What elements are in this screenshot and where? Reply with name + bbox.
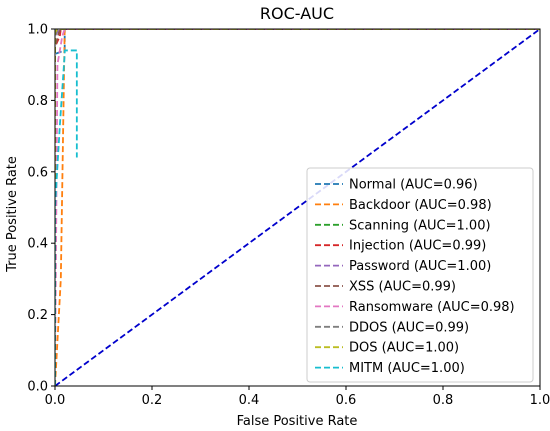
plot-frame — [54, 28, 541, 387]
y-tick-label: 1.0 — [27, 23, 48, 38]
legend-label-7: DDOS (AUC=0.99) — [349, 320, 469, 335]
y-tick-label: 0.8 — [27, 94, 48, 109]
x-tick-label: 1.0 — [530, 393, 550, 408]
legend-label-1: Backdoor (AUC=0.98) — [349, 198, 492, 213]
legend-label-8: DOS (AUC=1.00) — [349, 341, 459, 356]
legend-label-6: Ransomware (AUC=0.98) — [349, 300, 515, 315]
x-tick-label: 0.0 — [45, 393, 66, 408]
legend-label-9: MITM (AUC=1.00) — [349, 361, 465, 376]
y-tick-label: 0.2 — [27, 308, 48, 323]
legend-label-5: XSS (AUC=0.99) — [349, 280, 456, 295]
legend-box — [306, 167, 534, 383]
legend-label-3: Injection (AUC=0.99) — [349, 239, 486, 254]
legend-label-2: Scanning (AUC=1.00) — [349, 218, 491, 233]
x-tick-label: 0.2 — [142, 393, 163, 408]
roc-curve-5 — [55, 29, 540, 386]
y-tick-label: 0.6 — [27, 165, 48, 180]
roc-curve-8 — [55, 29, 540, 386]
y-tick-label: 0.4 — [27, 237, 48, 252]
y-axis-label: True Positive Rate — [5, 156, 20, 273]
roc-curve-7 — [55, 29, 540, 386]
x-tick-label: 0.4 — [239, 393, 260, 408]
x-tick-label: 0.8 — [433, 393, 454, 408]
curves-group — [55, 29, 540, 386]
legend-label-4: Password (AUC=1.00) — [349, 259, 491, 274]
legend-label-0: Normal (AUC=0.96) — [349, 178, 478, 193]
chart-title: ROC-AUC — [260, 4, 334, 23]
reference-diagonal-line — [55, 29, 540, 386]
y-tick-label: 0.0 — [27, 380, 48, 395]
x-tick-label: 0.6 — [336, 393, 357, 408]
x-axis-label: False Positive Rate — [237, 414, 358, 429]
